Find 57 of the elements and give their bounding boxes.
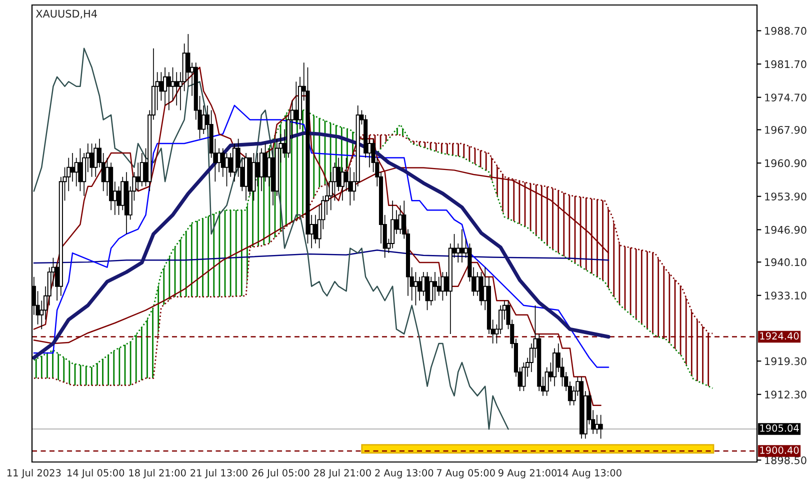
candlestick [163,66,168,106]
candlestick [70,152,75,182]
x-tick-label: 2 Aug 13:00 [375,469,434,478]
candlestick [217,148,222,173]
x-tick-label: 18 Jul 21:00 [129,468,186,478]
candlestick [259,148,264,192]
candlestick [263,143,268,182]
y-tick-label: 1988.70 [765,26,806,35]
candlestick [594,414,599,434]
candlestick [170,66,175,102]
candlestick [418,276,422,302]
candlestick [552,348,557,387]
ref-line-label: 1924.40 [760,332,799,340]
candlestick [460,228,464,263]
candlestick [414,272,418,306]
y-tick-label: 1981.70 [765,60,806,68]
line-series [33,250,610,264]
y-tick-label: 1898.50 [765,456,806,464]
candlestick [432,272,438,302]
x-tick-label: 11 Jul 2023 [7,468,61,478]
y-tick-label: 1940.10 [765,258,806,266]
candlestick [232,143,236,182]
y-tick-label: 1960.90 [765,159,806,168]
candlestick [544,366,549,396]
x-tick-label: 26 Jul 05:00 [252,468,310,478]
candlestick [90,143,94,178]
x-tick-label: 28 Jul 21:00 [314,468,371,478]
y-tick-label: 1919.30 [765,357,806,366]
candlestick [202,105,206,134]
y-tick-label: 1967.90 [765,126,806,134]
candlestick [456,243,460,263]
y-tick-label: 1912.30 [765,390,806,399]
ref-line-label: 1900.40 [760,446,799,454]
line-series [33,48,509,430]
candlestick [390,200,395,249]
x-tick-label: 9 Aug 21:00 [498,469,557,478]
candlestick [429,276,434,306]
chart-title: XAUUSD,H4 [36,10,97,19]
x-tick-label: 7 Aug 05:00 [436,469,495,478]
candlestick [166,72,171,111]
candlestick [174,72,179,106]
x-tick-label: 21 Jul 13:00 [190,468,248,478]
candlestick [224,152,229,187]
x-tick-label: 14 Jul 05:00 [68,468,124,478]
y-tick-label: 1933.10 [765,292,806,300]
candlestick [479,272,484,306]
candlestick [78,148,82,192]
ref-line-label: 1905.04 [760,424,799,432]
y-tick-label: 1974.70 [765,94,806,102]
y-tick-label: 1953.90 [765,192,806,200]
candlestick [94,143,98,178]
x-tick-label: 14 Aug 13:00 [558,469,622,478]
candlestick [294,81,298,125]
candlestick [136,162,140,192]
y-tick-label: 1946.90 [765,226,806,234]
candlestick [598,414,603,440]
candlestick [440,272,445,302]
